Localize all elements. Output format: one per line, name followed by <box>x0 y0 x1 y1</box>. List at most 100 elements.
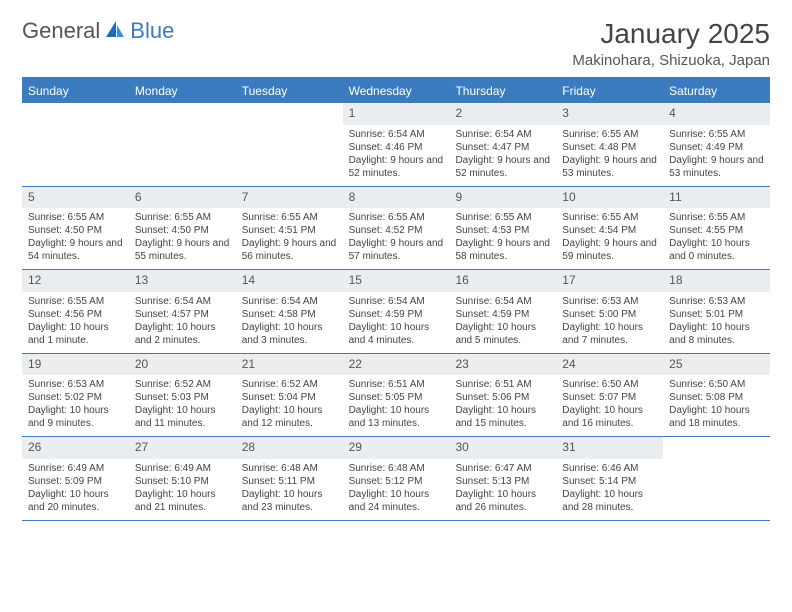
daylight-text: Daylight: 9 hours and 52 minutes. <box>349 154 444 180</box>
day-cell: 20Sunrise: 6:52 AMSunset: 5:03 PMDayligh… <box>129 354 236 437</box>
sunrise-text: Sunrise: 6:55 AM <box>28 211 123 224</box>
day-cell: 30Sunrise: 6:47 AMSunset: 5:13 PMDayligh… <box>449 437 556 520</box>
day-number: 6 <box>129 187 236 209</box>
day-cell: 5Sunrise: 6:55 AMSunset: 4:50 PMDaylight… <box>22 187 129 270</box>
day-number: 17 <box>556 270 663 292</box>
day-header: Tuesday <box>236 79 343 103</box>
day-number: 19 <box>22 354 129 376</box>
daylight-text: Daylight: 10 hours and 2 minutes. <box>135 321 230 347</box>
day-header: Monday <box>129 79 236 103</box>
sunrise-text: Sunrise: 6:54 AM <box>349 128 444 141</box>
day-body: Sunrise: 6:55 AMSunset: 4:52 PMDaylight:… <box>343 208 450 269</box>
daylight-text: Daylight: 9 hours and 58 minutes. <box>455 237 550 263</box>
day-cell: 8Sunrise: 6:55 AMSunset: 4:52 PMDaylight… <box>343 187 450 270</box>
sunset-text: Sunset: 4:50 PM <box>28 224 123 237</box>
day-number: 2 <box>449 103 556 125</box>
sunset-text: Sunset: 4:59 PM <box>455 308 550 321</box>
week-row: 1Sunrise: 6:54 AMSunset: 4:46 PMDaylight… <box>22 103 770 187</box>
sunrise-text: Sunrise: 6:54 AM <box>135 295 230 308</box>
day-cell: 29Sunrise: 6:48 AMSunset: 5:12 PMDayligh… <box>343 437 450 520</box>
day-body: Sunrise: 6:55 AMSunset: 4:51 PMDaylight:… <box>236 208 343 269</box>
sunrise-text: Sunrise: 6:55 AM <box>562 128 657 141</box>
day-body: Sunrise: 6:55 AMSunset: 4:50 PMDaylight:… <box>129 208 236 269</box>
day-body: Sunrise: 6:53 AMSunset: 5:00 PMDaylight:… <box>556 292 663 353</box>
logo: General Blue <box>22 18 174 44</box>
daylight-text: Daylight: 9 hours and 52 minutes. <box>455 154 550 180</box>
day-number: 31 <box>556 437 663 459</box>
day-cell <box>236 103 343 186</box>
sunset-text: Sunset: 5:13 PM <box>455 475 550 488</box>
day-number: 15 <box>343 270 450 292</box>
day-cell: 2Sunrise: 6:54 AMSunset: 4:47 PMDaylight… <box>449 103 556 186</box>
day-body: Sunrise: 6:55 AMSunset: 4:54 PMDaylight:… <box>556 208 663 269</box>
sunrise-text: Sunrise: 6:55 AM <box>669 211 764 224</box>
day-body: Sunrise: 6:55 AMSunset: 4:56 PMDaylight:… <box>22 292 129 353</box>
sunset-text: Sunset: 4:56 PM <box>28 308 123 321</box>
sunrise-text: Sunrise: 6:46 AM <box>562 462 657 475</box>
day-number: 27 <box>129 437 236 459</box>
day-cell: 1Sunrise: 6:54 AMSunset: 4:46 PMDaylight… <box>343 103 450 186</box>
day-header: Wednesday <box>343 79 450 103</box>
sunset-text: Sunset: 5:03 PM <box>135 391 230 404</box>
sunset-text: Sunset: 5:00 PM <box>562 308 657 321</box>
day-body: Sunrise: 6:50 AMSunset: 5:07 PMDaylight:… <box>556 375 663 436</box>
day-body: Sunrise: 6:50 AMSunset: 5:08 PMDaylight:… <box>663 375 770 436</box>
day-cell: 10Sunrise: 6:55 AMSunset: 4:54 PMDayligh… <box>556 187 663 270</box>
sunrise-text: Sunrise: 6:55 AM <box>135 211 230 224</box>
day-body: Sunrise: 6:52 AMSunset: 5:03 PMDaylight:… <box>129 375 236 436</box>
day-body: Sunrise: 6:54 AMSunset: 4:58 PMDaylight:… <box>236 292 343 353</box>
day-number: 24 <box>556 354 663 376</box>
sunset-text: Sunset: 5:05 PM <box>349 391 444 404</box>
day-body: Sunrise: 6:48 AMSunset: 5:12 PMDaylight:… <box>343 459 450 520</box>
day-number: 11 <box>663 187 770 209</box>
day-number: 26 <box>22 437 129 459</box>
day-number: 1 <box>343 103 450 125</box>
day-cell: 26Sunrise: 6:49 AMSunset: 5:09 PMDayligh… <box>22 437 129 520</box>
month-title: January 2025 <box>572 18 770 50</box>
day-cell: 21Sunrise: 6:52 AMSunset: 5:04 PMDayligh… <box>236 354 343 437</box>
daylight-text: Daylight: 10 hours and 4 minutes. <box>349 321 444 347</box>
sunset-text: Sunset: 4:51 PM <box>242 224 337 237</box>
sunset-text: Sunset: 5:14 PM <box>562 475 657 488</box>
daylight-text: Daylight: 10 hours and 26 minutes. <box>455 488 550 514</box>
day-header: Thursday <box>449 79 556 103</box>
day-cell: 18Sunrise: 6:53 AMSunset: 5:01 PMDayligh… <box>663 270 770 353</box>
day-number: 23 <box>449 354 556 376</box>
sunset-text: Sunset: 4:55 PM <box>669 224 764 237</box>
day-header: Sunday <box>22 79 129 103</box>
sunrise-text: Sunrise: 6:53 AM <box>28 378 123 391</box>
sunset-text: Sunset: 5:06 PM <box>455 391 550 404</box>
sunrise-text: Sunrise: 6:54 AM <box>242 295 337 308</box>
daylight-text: Daylight: 10 hours and 11 minutes. <box>135 404 230 430</box>
sunset-text: Sunset: 4:53 PM <box>455 224 550 237</box>
daylight-text: Daylight: 10 hours and 0 minutes. <box>669 237 764 263</box>
daylight-text: Daylight: 10 hours and 16 minutes. <box>562 404 657 430</box>
day-body: Sunrise: 6:55 AMSunset: 4:55 PMDaylight:… <box>663 208 770 269</box>
day-body: Sunrise: 6:54 AMSunset: 4:59 PMDaylight:… <box>343 292 450 353</box>
day-cell: 27Sunrise: 6:49 AMSunset: 5:10 PMDayligh… <box>129 437 236 520</box>
week-row: 26Sunrise: 6:49 AMSunset: 5:09 PMDayligh… <box>22 437 770 521</box>
day-cell: 13Sunrise: 6:54 AMSunset: 4:57 PMDayligh… <box>129 270 236 353</box>
day-body: Sunrise: 6:55 AMSunset: 4:53 PMDaylight:… <box>449 208 556 269</box>
day-number <box>663 437 770 443</box>
title-block: January 2025 Makinohara, Shizuoka, Japan <box>572 18 770 69</box>
daylight-text: Daylight: 9 hours and 53 minutes. <box>669 154 764 180</box>
day-number: 8 <box>343 187 450 209</box>
day-body: Sunrise: 6:55 AMSunset: 4:50 PMDaylight:… <box>22 208 129 269</box>
sunset-text: Sunset: 5:12 PM <box>349 475 444 488</box>
day-body: Sunrise: 6:47 AMSunset: 5:13 PMDaylight:… <box>449 459 556 520</box>
day-cell: 22Sunrise: 6:51 AMSunset: 5:05 PMDayligh… <box>343 354 450 437</box>
sunrise-text: Sunrise: 6:51 AM <box>455 378 550 391</box>
day-cell: 19Sunrise: 6:53 AMSunset: 5:02 PMDayligh… <box>22 354 129 437</box>
sunrise-text: Sunrise: 6:55 AM <box>455 211 550 224</box>
daylight-text: Daylight: 10 hours and 15 minutes. <box>455 404 550 430</box>
sunset-text: Sunset: 5:07 PM <box>562 391 657 404</box>
day-body: Sunrise: 6:54 AMSunset: 4:46 PMDaylight:… <box>343 125 450 186</box>
day-cell: 11Sunrise: 6:55 AMSunset: 4:55 PMDayligh… <box>663 187 770 270</box>
day-cell: 6Sunrise: 6:55 AMSunset: 4:50 PMDaylight… <box>129 187 236 270</box>
day-cell: 12Sunrise: 6:55 AMSunset: 4:56 PMDayligh… <box>22 270 129 353</box>
day-body: Sunrise: 6:53 AMSunset: 5:02 PMDaylight:… <box>22 375 129 436</box>
sunrise-text: Sunrise: 6:52 AM <box>242 378 337 391</box>
location: Makinohara, Shizuoka, Japan <box>572 52 770 69</box>
day-number: 21 <box>236 354 343 376</box>
